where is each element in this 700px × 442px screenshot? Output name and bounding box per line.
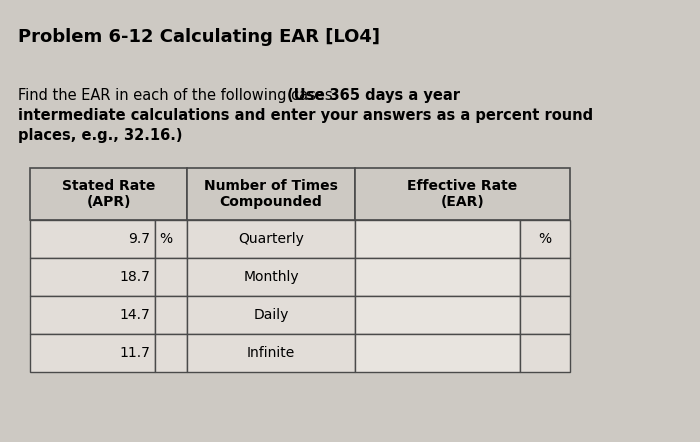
- Text: 11.7: 11.7: [119, 346, 150, 360]
- Bar: [187, 334, 355, 372]
- Bar: [155, 220, 187, 258]
- Bar: [30, 168, 187, 220]
- Text: Effective Rate
(EAR): Effective Rate (EAR): [407, 179, 517, 209]
- Text: Infinite: Infinite: [247, 346, 295, 360]
- Text: Quarterly: Quarterly: [238, 232, 304, 246]
- Bar: [355, 220, 520, 258]
- Bar: [30, 296, 155, 334]
- Bar: [520, 220, 570, 258]
- Bar: [155, 296, 187, 334]
- Bar: [355, 334, 520, 372]
- Bar: [30, 258, 155, 296]
- Bar: [187, 168, 355, 220]
- Text: intermediate calculations and enter your answers as a percent round: intermediate calculations and enter your…: [18, 108, 593, 123]
- Bar: [187, 296, 355, 334]
- Text: Daily: Daily: [253, 308, 288, 322]
- Bar: [520, 296, 570, 334]
- Text: Stated Rate
(APR): Stated Rate (APR): [62, 179, 155, 209]
- Bar: [155, 258, 187, 296]
- Text: Find the EAR in each of the following cases:: Find the EAR in each of the following ca…: [18, 88, 342, 103]
- Bar: [520, 334, 570, 372]
- Text: %: %: [538, 232, 552, 246]
- Bar: [187, 220, 355, 258]
- Bar: [355, 168, 570, 220]
- Bar: [30, 220, 155, 258]
- Bar: [355, 296, 520, 334]
- Text: Problem 6-12 Calculating EAR [LO4]: Problem 6-12 Calculating EAR [LO4]: [18, 28, 380, 46]
- Text: (Use 365 days a year: (Use 365 days a year: [287, 88, 460, 103]
- Bar: [155, 334, 187, 372]
- Text: Monthly: Monthly: [243, 270, 299, 284]
- Text: 14.7: 14.7: [119, 308, 150, 322]
- Bar: [355, 258, 520, 296]
- Text: %: %: [159, 232, 172, 246]
- Text: Number of Times
Compounded: Number of Times Compounded: [204, 179, 338, 209]
- Text: places, e.g., 32.16.): places, e.g., 32.16.): [18, 128, 183, 143]
- Bar: [520, 258, 570, 296]
- Text: 9.7: 9.7: [128, 232, 150, 246]
- Bar: [187, 258, 355, 296]
- Bar: [30, 334, 155, 372]
- Text: 18.7: 18.7: [119, 270, 150, 284]
